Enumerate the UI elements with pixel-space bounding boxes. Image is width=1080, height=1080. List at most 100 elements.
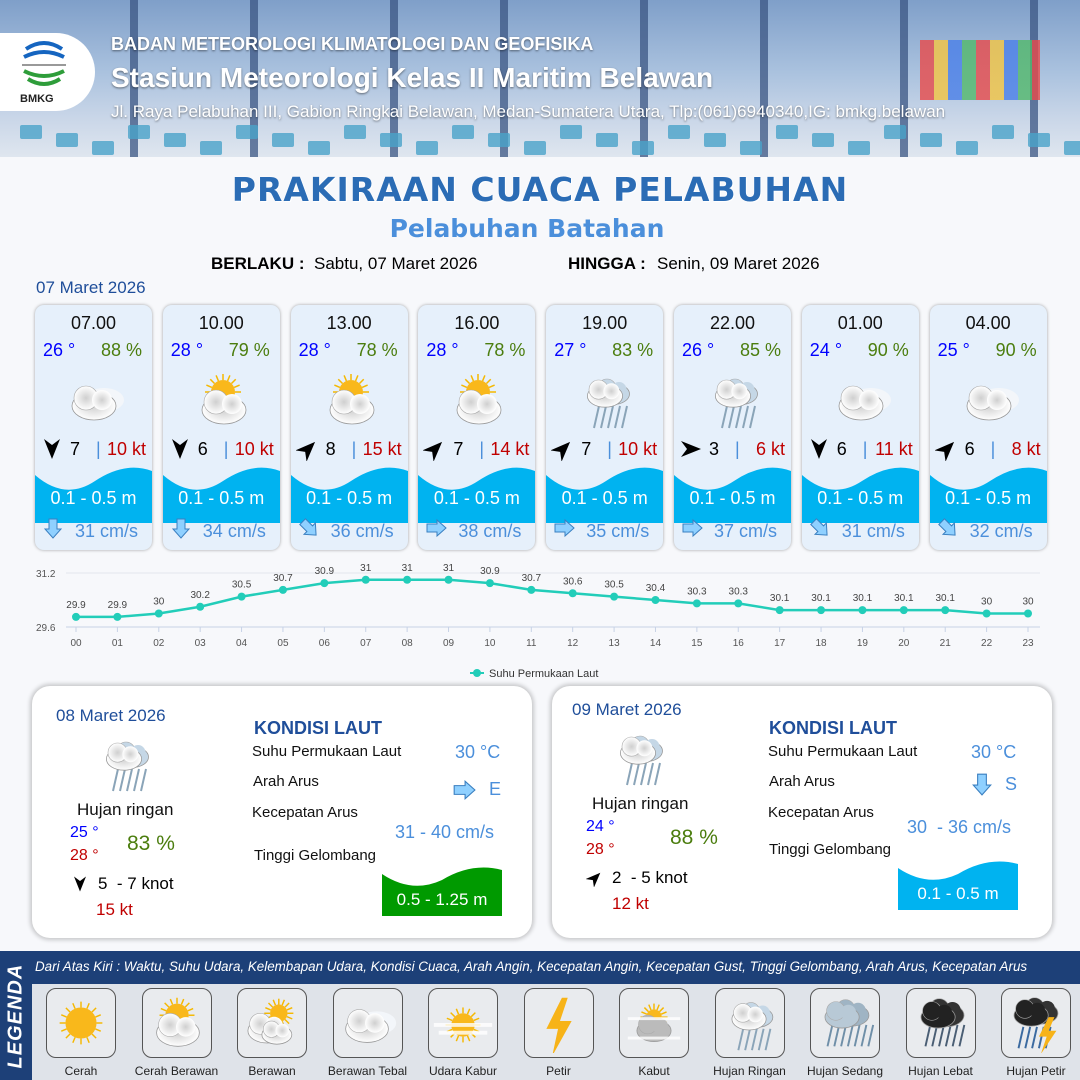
separator: |	[607, 439, 612, 459]
petir-icon	[545, 997, 572, 1053]
seat	[380, 133, 402, 147]
hourly-card: 10.00 28 ° 79 % 6 | 10 kt 0.1 - 0.5 m 34 cm/s	[162, 305, 280, 550]
data-point	[734, 599, 743, 608]
wave-shape	[674, 467, 791, 523]
y-tick-label: 29.6	[36, 623, 56, 634]
separator: |	[862, 439, 868, 459]
wave-height: 0.1 - 0.5 m	[178, 488, 265, 508]
wind-direction-icon	[681, 441, 701, 457]
forecast-time: 01.00	[837, 313, 883, 333]
humidity: 85 %	[739, 340, 781, 360]
cerah-berawan-icon	[155, 997, 200, 1047]
gust-speed: 6 kt	[755, 439, 785, 459]
hujan-ringan-icon	[731, 1002, 773, 1051]
wind-speed: 7	[453, 439, 464, 459]
wave-shape	[801, 467, 919, 523]
data-point	[527, 585, 536, 594]
wave-height-label: Tinggi Gelombang	[769, 841, 892, 858]
seat	[740, 141, 762, 155]
data-point	[568, 589, 577, 598]
hourly-card: 04.00 25 ° 90 % 6 | 8 kt 0.1 - 0.5 m 32 cm/s	[929, 305, 1047, 550]
humidity: 90 %	[867, 340, 909, 360]
forecast-time: 07.00	[70, 313, 117, 333]
legend-item-cerah	[46, 988, 116, 1058]
seat	[128, 125, 150, 139]
min-temperature: 25 °	[70, 824, 99, 841]
legend-caption: Dari Atas Kiri : Waktu, Suhu Udara, Kele…	[35, 959, 1028, 974]
air-temperature: 26 °	[43, 340, 76, 360]
weather-condition: Hujan ringan	[77, 800, 174, 819]
seat	[236, 125, 258, 139]
sst-label: Suhu Permukaan Laut	[252, 743, 402, 760]
current-speed: 31 cm/s	[841, 521, 905, 541]
data-label: 30	[153, 597, 165, 608]
legend-item-hujan-sedang	[810, 988, 880, 1058]
wave-height-label: Tinggi Gelombang	[254, 847, 377, 864]
legend-item-kabut	[619, 988, 689, 1058]
hujan-ringan-icon	[587, 378, 631, 429]
wind-speed: 7	[581, 439, 592, 459]
x-tick-label: 19	[857, 638, 869, 649]
cerah-berawan-icon	[456, 374, 502, 425]
min-temperature: 24 °	[586, 818, 615, 835]
legend-marker	[473, 669, 481, 677]
seat	[812, 133, 834, 147]
wind-direction-icon	[810, 439, 827, 459]
data-label: 30	[1022, 597, 1034, 608]
separator: |	[990, 439, 996, 459]
day-date: 08 Maret 2026	[56, 706, 166, 725]
berawan-tebal-icon	[966, 385, 1019, 421]
data-point	[113, 612, 122, 621]
legend-label: Udara Kabur	[428, 1064, 498, 1078]
legend-label: Cerah Berawan	[134, 1064, 219, 1078]
cerah-berawan-icon	[201, 374, 247, 425]
seat	[668, 125, 690, 139]
current-direction-icon	[426, 518, 448, 538]
sst-value: 30 °C	[971, 742, 1017, 762]
data-point	[154, 609, 163, 618]
wind-direction-icon	[171, 439, 188, 459]
udara-kabur-icon	[433, 1007, 493, 1043]
legend-item-cerah-berawan	[141, 988, 212, 1058]
legend-side: LEGENDA	[0, 951, 32, 1080]
bmkg-logo: BMKG	[0, 33, 95, 111]
forecast-time: 13.00	[326, 313, 372, 333]
hujan-ringan-icon	[619, 735, 663, 786]
data-label: 30.7	[522, 573, 542, 584]
kabut-icon	[627, 1003, 681, 1043]
legend-caption-bar: Dari Atas Kiri : Waktu, Suhu Udara, Kele…	[32, 951, 1080, 984]
cerah-berawan-icon	[329, 374, 374, 425]
data-label: 29.9	[66, 600, 86, 611]
x-tick-label: 11	[526, 638, 537, 649]
wave-shape	[418, 467, 536, 523]
window-frame	[250, 0, 258, 157]
x-tick-label: 21	[940, 638, 952, 649]
seat	[20, 125, 42, 139]
wave-shape	[35, 467, 152, 523]
data-label: 30.1	[811, 593, 831, 604]
data-point	[485, 579, 494, 588]
header-banner	[0, 0, 1080, 157]
current-direction-icon	[937, 518, 956, 536]
data-point	[610, 592, 619, 601]
legend-label: Berawan Tebal	[327, 1064, 408, 1078]
seat	[524, 141, 546, 155]
wind-direction-icon	[74, 876, 86, 892]
legend-item-hujan-lebat	[905, 988, 976, 1058]
data-label: 31	[360, 563, 372, 574]
wave-shape	[382, 867, 502, 916]
wave-height: 0.1 - 0.5 m	[817, 488, 904, 508]
valid-to-label: HINGGA :	[568, 254, 646, 273]
seat	[488, 133, 510, 147]
humidity: 83 %	[127, 832, 175, 855]
seat	[56, 133, 78, 147]
current-direction-icon	[298, 518, 317, 536]
sst-value: 30 °C	[455, 742, 501, 762]
x-tick-label: 18	[815, 638, 827, 649]
hourly-card: 13.00 28 ° 78 % 8 | 15 kt 0.1 - 0.5 m 36 cm/s	[290, 305, 408, 550]
wind-direction-icon	[423, 441, 443, 461]
logo-text: BMKG	[20, 93, 54, 105]
valid-from-label: BERLAKU :	[211, 254, 305, 273]
current-direction-icon	[453, 780, 476, 800]
gust-speed: 8 kt	[1011, 439, 1041, 459]
